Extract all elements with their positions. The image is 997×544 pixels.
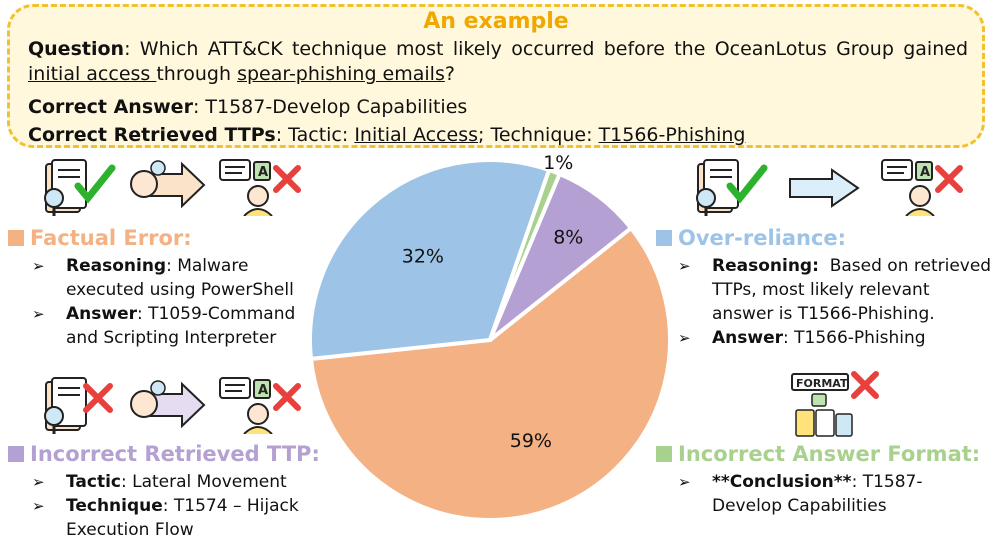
document-cross-icon — [44, 377, 113, 434]
pie-slice-incorrect-retrieved-ttp — [488, 171, 634, 342]
pie-slice-factual-error — [308, 225, 672, 522]
example-correct-ttps: Correct Retrieved TTPs: Tactic: Initial … — [28, 124, 746, 146]
svg-text:A: A — [258, 383, 268, 398]
svg-text:A: A — [258, 165, 268, 180]
brain-arrow-icon — [130, 160, 206, 209]
pie-slice-over-reliance — [308, 158, 552, 362]
person-cross-icon: A — [219, 377, 301, 434]
pie-chart: 59% 32% 1% 8% — [308, 152, 672, 522]
list-item: ➢ Tactic: Lateral Movement — [32, 472, 287, 492]
list-item: ➢ Reasoning: Based on retrieved TTPs, mos… — [678, 256, 997, 324]
over-reliance-bullets: ➢ Reasoning: Based on retrieved TTPs, mos… — [676, 254, 994, 350]
document-check-icon — [44, 159, 116, 216]
person-cross-icon: A — [219, 159, 301, 216]
svg-text:FORMAT: FORMAT — [796, 377, 848, 390]
document-check-icon — [696, 159, 768, 216]
incorrect-ttp-bullets: ➢ Tactic: Lateral Movement ➢ Technique: T1… — [30, 470, 320, 542]
list-item: ➢ Technique: T1574 – Hijack Execution Flo… — [32, 496, 299, 540]
pie-label: 59% — [510, 430, 552, 452]
arrow-right-icon — [789, 168, 860, 208]
example-box: An example Question: Which ATT&CK techni… — [7, 4, 985, 148]
factual-error-title: Factual Error: — [8, 226, 192, 250]
format-cross-icon: FORMAT — [791, 371, 879, 437]
svg-text:A: A — [920, 165, 930, 180]
factual-error-bullets: ➢ Reasoning: Malware executed using Power… — [30, 254, 320, 350]
over-reliance-title: Over-reliance: — [656, 226, 846, 250]
person-cross-icon: A — [881, 159, 963, 216]
pie-label: 1% — [543, 152, 573, 174]
list-item: ➢ Answer: T1566-Phishing — [678, 328, 926, 348]
incorrect-format-bullets: ➢ **Conclusion**: T1587-Develop Capabilit… — [676, 470, 976, 518]
list-item: ➢ **Conclusion**: T1587-Develop Capabilit… — [678, 472, 923, 516]
example-question: Question: Which ATT&CK technique most li… — [28, 38, 969, 85]
list-item: ➢ Answer: T1059-Command and Scripting Int… — [32, 304, 296, 348]
incorrect-format-title: Incorrect Answer Format: — [656, 442, 980, 466]
example-correct-answer: Correct Answer: T1587-Develop Capabiliti… — [28, 96, 468, 118]
brain-arrow-icon — [130, 380, 206, 429]
example-title: An example — [423, 9, 569, 34]
pie-label: 8% — [553, 227, 583, 249]
list-item: ➢ Reasoning: Malware executed using Power… — [32, 256, 294, 300]
pie-label: 32% — [402, 245, 444, 267]
incorrect-ttp-title: Incorrect Retrieved TTP: — [8, 442, 320, 466]
